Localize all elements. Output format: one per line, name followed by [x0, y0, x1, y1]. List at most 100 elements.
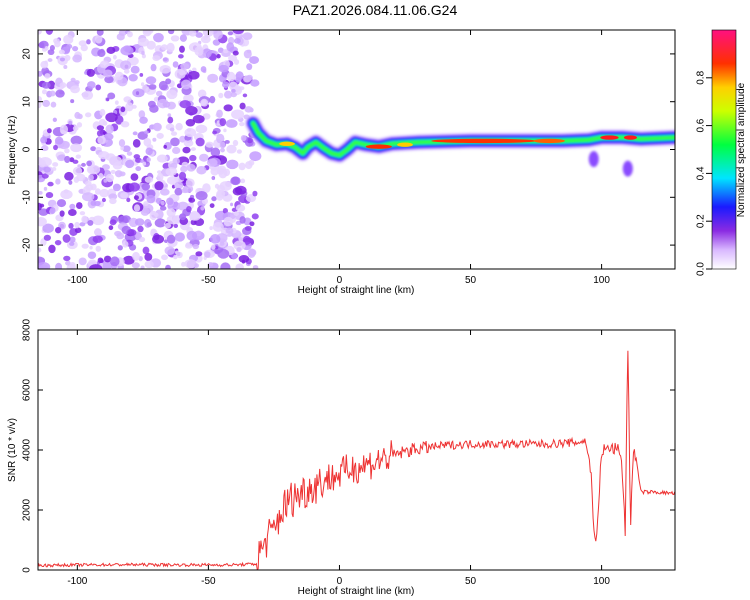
noise-blob — [47, 58, 53, 62]
noise-blob — [152, 137, 157, 142]
noise-blob — [158, 80, 168, 91]
noise-blob — [43, 186, 48, 191]
noise-blob — [166, 215, 180, 225]
noise-blob — [94, 34, 103, 44]
noise-blob — [219, 241, 225, 246]
noise-blob — [184, 127, 197, 138]
noise-blob — [167, 113, 172, 118]
noise-blob — [88, 174, 94, 182]
noise-blob — [251, 213, 259, 220]
noise-blob — [242, 93, 248, 98]
noise-blob — [160, 200, 165, 206]
noise-blob — [75, 154, 81, 159]
noise-blob — [98, 151, 110, 160]
colorbar-tick-label: 0.4 — [696, 166, 707, 180]
noise-blob — [49, 90, 56, 97]
noise-blob — [238, 86, 245, 91]
noise-blob — [38, 247, 42, 253]
noise-blob — [246, 137, 253, 144]
noise-blob — [205, 141, 214, 148]
noise-blob — [53, 38, 60, 44]
noise-blob — [210, 147, 221, 157]
noise-blob — [38, 100, 42, 109]
noise-blob — [103, 69, 113, 78]
noise-blob — [65, 260, 71, 266]
noise-blob — [170, 35, 180, 42]
noise-blob — [101, 164, 110, 171]
noise-blob — [40, 136, 48, 144]
noise-blob — [220, 262, 231, 269]
noise-blob — [59, 57, 66, 62]
noise-blob — [76, 122, 83, 128]
noise-blob — [39, 203, 45, 208]
spectrogram-x-tick-label: 50 — [465, 275, 477, 286]
noise-blob — [184, 259, 197, 269]
noise-blob — [170, 137, 180, 147]
noise-blob — [202, 183, 211, 193]
noise-blob — [130, 65, 140, 74]
noise-blob — [128, 182, 140, 192]
noise-blob — [223, 128, 227, 133]
snr-x-tick-label: 50 — [465, 576, 477, 587]
noise-blob — [105, 112, 118, 123]
noise-blob — [239, 102, 246, 110]
noise-blob — [107, 92, 116, 100]
noise-blob — [231, 109, 245, 120]
noise-blob — [154, 218, 166, 228]
noise-blob — [227, 31, 234, 36]
noise-blob — [245, 194, 257, 203]
noise-blob — [98, 118, 106, 126]
noise-blob — [43, 166, 51, 173]
noise-blob — [144, 218, 152, 228]
noise-blob — [233, 59, 240, 65]
snr-y-tick-label: 8000 — [22, 318, 33, 341]
noise-blob — [235, 263, 244, 269]
noise-blob — [150, 63, 157, 72]
noise-blob — [159, 205, 167, 211]
noise-blob — [117, 245, 123, 251]
noise-blob — [143, 137, 152, 147]
noise-blob — [133, 154, 141, 160]
noise-blob — [92, 215, 105, 226]
noise-blob — [246, 49, 252, 54]
noise-blob — [209, 234, 221, 244]
noise-blob — [99, 188, 110, 198]
noise-blob — [156, 132, 164, 139]
noise-blob — [248, 56, 260, 64]
spectrogram-x-tick-label: 0 — [337, 275, 343, 286]
noise-blob — [105, 124, 114, 134]
noise-blob — [226, 144, 237, 154]
spectrogram-y-tick-label: -20 — [22, 237, 33, 252]
noise-blob — [86, 39, 91, 45]
noise-blob — [66, 43, 73, 49]
noise-blob — [94, 228, 102, 236]
noise-blob — [224, 140, 230, 144]
noise-blob — [87, 251, 97, 259]
spectrogram-y-tick-label: -10 — [22, 190, 33, 205]
noise-blob — [223, 48, 229, 54]
noise-blob — [70, 143, 83, 153]
noise-blob — [97, 135, 106, 145]
noise-blob — [81, 243, 89, 249]
noise-blob — [109, 198, 117, 205]
noise-blob — [72, 54, 82, 63]
noise-blob — [103, 255, 112, 263]
noise-blob — [138, 236, 146, 243]
noise-blob — [186, 230, 198, 241]
noise-blob — [41, 173, 49, 179]
noise-blob — [38, 216, 47, 227]
noise-blob — [131, 262, 140, 269]
noise-blob — [87, 167, 95, 173]
noise-blob — [147, 100, 156, 108]
noise-blob — [183, 139, 194, 147]
noise-blob — [123, 69, 130, 74]
noise-blob — [212, 39, 221, 46]
noise-blob — [166, 42, 175, 53]
noise-blob — [225, 119, 238, 128]
noise-blob — [179, 34, 188, 42]
noise-blob — [40, 60, 49, 69]
noise-blob — [42, 99, 51, 108]
noise-blob — [160, 44, 168, 51]
noise-blob — [72, 125, 79, 131]
noise-blob — [195, 124, 208, 134]
